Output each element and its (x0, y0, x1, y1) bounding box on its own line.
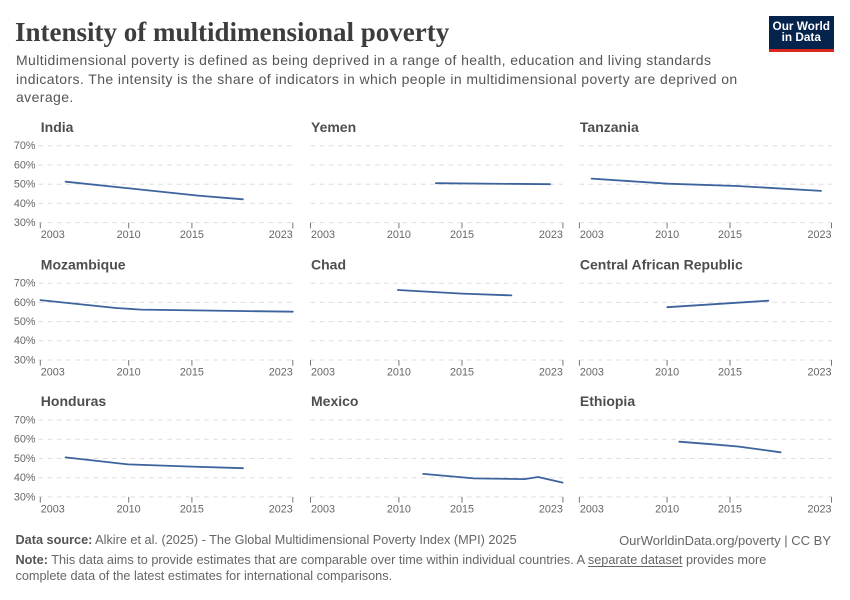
svg-text:2010: 2010 (387, 366, 411, 378)
svg-text:2010: 2010 (117, 366, 141, 378)
svg-text:2003: 2003 (41, 366, 65, 378)
svg-text:2023: 2023 (807, 503, 831, 515)
svg-text:2010: 2010 (117, 503, 141, 515)
svg-text:30%: 30% (14, 354, 36, 366)
svg-text:Ethiopia: Ethiopia (580, 393, 635, 409)
svg-text:Yemen: Yemen (311, 119, 356, 135)
svg-text:2010: 2010 (655, 229, 679, 241)
svg-text:2003: 2003 (41, 503, 65, 515)
svg-text:Chad: Chad (311, 256, 346, 272)
svg-text:2015: 2015 (450, 229, 474, 241)
svg-text:2023: 2023 (269, 503, 293, 515)
svg-text:60%: 60% (14, 297, 36, 309)
svg-text:30%: 30% (14, 217, 36, 229)
svg-text:2015: 2015 (180, 366, 204, 378)
svg-text:50%: 50% (14, 453, 36, 465)
svg-text:2003: 2003 (580, 503, 604, 515)
svg-text:Mexico: Mexico (311, 393, 358, 409)
svg-text:2015: 2015 (450, 503, 474, 515)
svg-text:2023: 2023 (269, 366, 293, 378)
svg-text:Mozambique: Mozambique (41, 256, 126, 272)
svg-text:2015: 2015 (718, 503, 742, 515)
svg-text:50%: 50% (14, 179, 36, 191)
svg-text:Central African Republic: Central African Republic (580, 256, 743, 272)
svg-text:40%: 40% (14, 335, 36, 347)
svg-text:2023: 2023 (539, 229, 563, 241)
svg-text:2015: 2015 (450, 366, 474, 378)
svg-text:40%: 40% (14, 472, 36, 484)
svg-text:30%: 30% (14, 491, 36, 503)
svg-text:40%: 40% (14, 198, 36, 210)
svg-text:2023: 2023 (539, 366, 563, 378)
svg-text:2003: 2003 (311, 229, 335, 241)
svg-text:50%: 50% (14, 316, 36, 328)
svg-text:2015: 2015 (180, 229, 204, 241)
svg-text:60%: 60% (14, 159, 36, 171)
svg-text:2003: 2003 (580, 229, 604, 241)
svg-text:2023: 2023 (807, 229, 831, 241)
svg-text:2003: 2003 (41, 229, 65, 241)
svg-text:2003: 2003 (311, 503, 335, 515)
svg-text:2010: 2010 (655, 366, 679, 378)
svg-text:2015: 2015 (718, 366, 742, 378)
svg-text:India: India (41, 119, 74, 135)
svg-text:70%: 70% (14, 140, 36, 152)
svg-text:2015: 2015 (180, 503, 204, 515)
svg-text:70%: 70% (14, 278, 36, 290)
svg-text:2023: 2023 (269, 229, 293, 241)
svg-text:2010: 2010 (387, 229, 411, 241)
svg-text:2003: 2003 (311, 366, 335, 378)
svg-text:Honduras: Honduras (41, 393, 107, 409)
svg-text:70%: 70% (14, 415, 36, 427)
svg-text:2010: 2010 (655, 503, 679, 515)
svg-text:2010: 2010 (117, 229, 141, 241)
svg-text:2023: 2023 (807, 366, 831, 378)
svg-text:Tanzania: Tanzania (580, 119, 639, 135)
svg-text:2015: 2015 (718, 229, 742, 241)
svg-text:60%: 60% (14, 434, 36, 446)
svg-text:2023: 2023 (539, 503, 563, 515)
svg-text:2010: 2010 (387, 503, 411, 515)
svg-text:2003: 2003 (580, 366, 604, 378)
